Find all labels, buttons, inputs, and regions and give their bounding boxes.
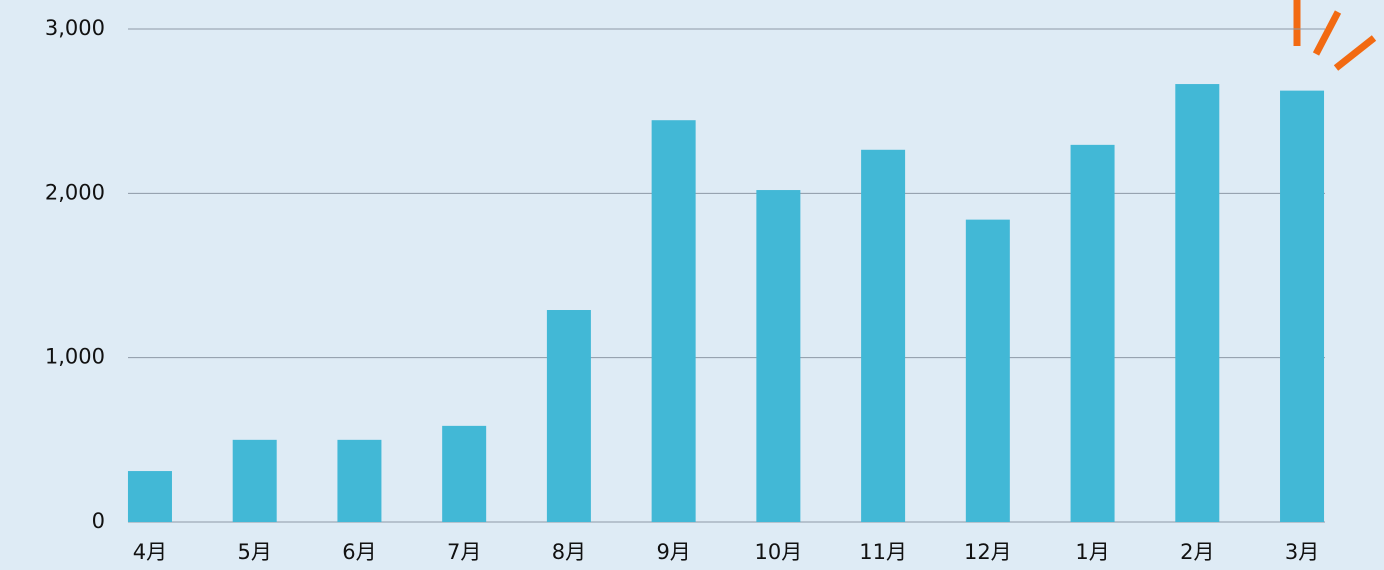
accent-strokes: [1293, 0, 1377, 71]
y-tick-label: 0: [92, 509, 105, 533]
x-tick-label: 12月: [964, 540, 1012, 564]
bar: [756, 190, 801, 522]
bar: [861, 149, 906, 522]
x-tick-label: 4月: [133, 540, 167, 564]
bar: [232, 439, 277, 522]
x-tick-label: 10月: [754, 540, 802, 564]
bar: [1070, 144, 1115, 523]
x-tick-label: 5月: [238, 540, 272, 564]
bar: [1175, 84, 1220, 522]
accent-stroke: [1333, 35, 1377, 71]
y-tick-label: 3,000: [45, 16, 105, 40]
x-tick-label: 6月: [342, 540, 376, 564]
x-tick-label: 7月: [447, 540, 481, 564]
bar: [546, 310, 591, 522]
bar: [1280, 90, 1325, 522]
x-tick-label: 9月: [656, 540, 690, 564]
x-tick-label: 11月: [859, 540, 907, 564]
x-tick-label: 3月: [1285, 540, 1319, 564]
y-tick-label: 2,000: [45, 180, 105, 204]
bar: [965, 219, 1010, 523]
bar: [442, 425, 487, 522]
x-tick-label: 2月: [1180, 540, 1214, 564]
x-tick-label: 8月: [552, 540, 586, 564]
bar: [127, 471, 172, 522]
accent-stroke: [1312, 10, 1342, 56]
bar: [651, 120, 696, 522]
y-tick-label: 1,000: [45, 345, 105, 369]
x-tick-label: 1月: [1075, 540, 1109, 564]
bar: [337, 439, 382, 522]
